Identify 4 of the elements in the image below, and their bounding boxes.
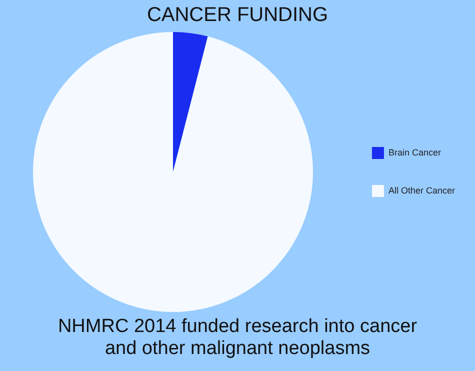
chart-title: CANCER FUNDING	[146, 3, 330, 28]
text: NHMRC 2014 funded research into cancer and other malignant neoplasms	[56, 315, 418, 360]
legend-label: All Other Cancer	[388, 185, 456, 196]
legend-label: Brain Cancer	[388, 147, 442, 158]
